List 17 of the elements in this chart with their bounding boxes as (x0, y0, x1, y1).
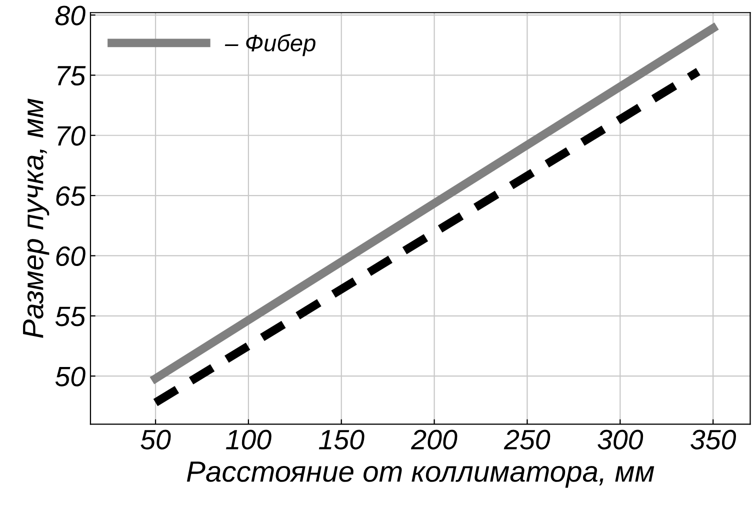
x-tick-label: 250 (504, 430, 550, 450)
y-tick-label: 55 (55, 306, 86, 326)
x-tick-label: 300 (598, 430, 644, 450)
y-tick-label: 75 (58, 66, 86, 86)
y-tick-label: 80 (55, 6, 86, 26)
x-tick-label: 50 (140, 430, 171, 450)
legend-label: – Фибер (224, 34, 316, 56)
x-tick-label: 150 (318, 430, 364, 450)
x-tick-label: 350 (690, 430, 736, 450)
x-tick-label: 100 (226, 430, 272, 450)
y-tick-label: 65 (56, 186, 86, 206)
y-tick-label: 60 (56, 246, 86, 266)
y-tick-label: 50 (55, 366, 86, 386)
x-axis-title: Расстояние от коллиматора, мм (186, 462, 654, 488)
y-axis-title: Размер пучка, мм (23, 98, 50, 338)
y-tick-label: 70 (58, 126, 86, 146)
x-tick-label: 200 (410, 430, 458, 450)
